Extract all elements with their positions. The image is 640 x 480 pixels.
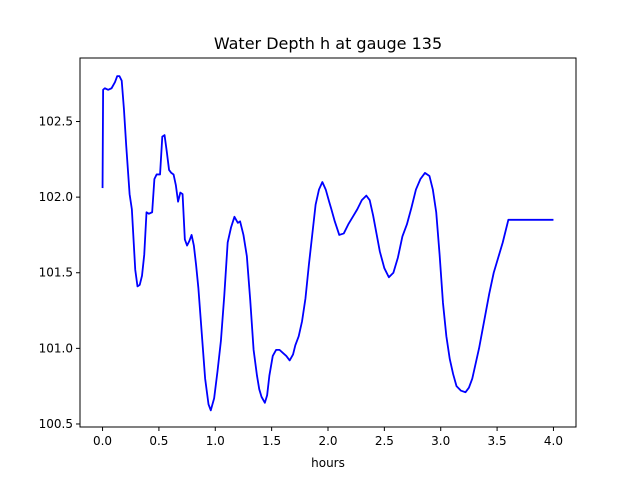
x-tick-label: 2.0 — [318, 434, 337, 448]
chart-title: Water Depth h at gauge 135 — [214, 34, 442, 53]
x-tick-label: 1.5 — [262, 434, 281, 448]
series-line-1 — [101, 75, 554, 412]
y-tick-label: 102.0 — [39, 190, 73, 204]
x-tick-label: 3.5 — [488, 434, 507, 448]
y-tick-label: 100.5 — [39, 417, 73, 431]
y-tick-label: 102.5 — [39, 115, 73, 129]
y-tick-label: 101.0 — [39, 341, 73, 355]
plot-area — [101, 75, 554, 412]
x-tick-label: 0.5 — [149, 434, 168, 448]
x-tick-label: 0.0 — [93, 434, 112, 448]
y-tick-label: 101.5 — [39, 266, 73, 280]
axes: 0.0 0.5 1.0 1.5 2.0 2.5 3.0 3.5 4.0 100.5 101.0 101… — [39, 57, 577, 448]
x-tick-label: 1.0 — [206, 434, 225, 448]
x-tick-label: 4.0 — [544, 434, 563, 448]
x-tick-label: 2.5 — [375, 434, 394, 448]
x-tick-label: 3.0 — [431, 434, 450, 448]
x-axis-label: hours — [311, 456, 345, 470]
